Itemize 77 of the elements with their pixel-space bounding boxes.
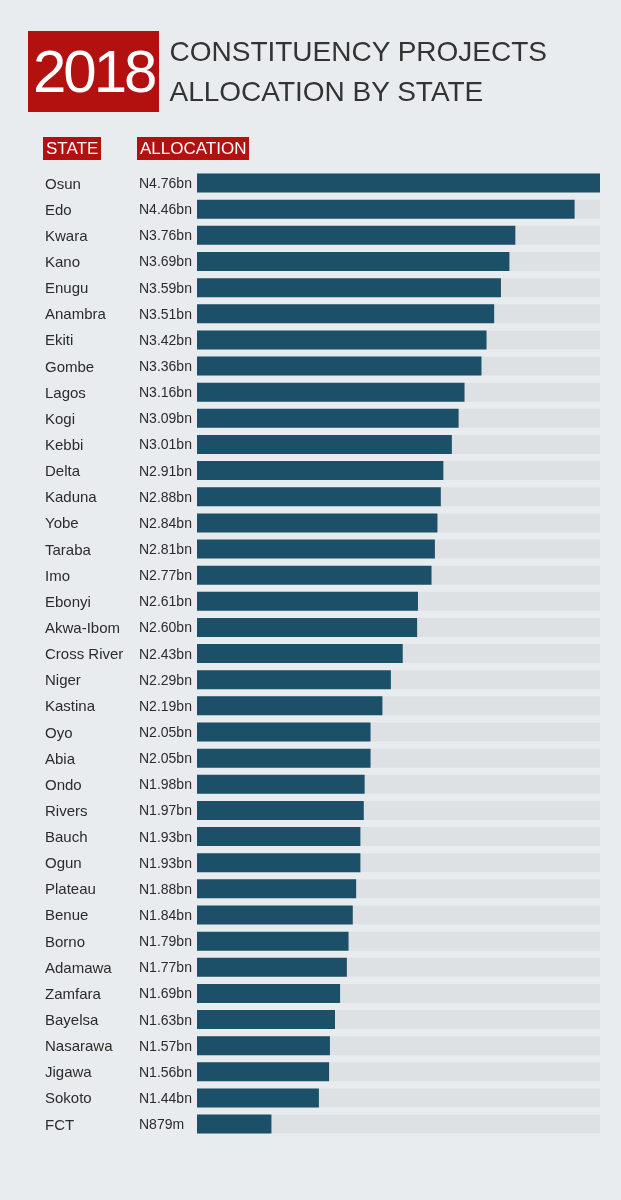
data-label: N2.84bn (139, 514, 192, 531)
data-label: N3.76bn (139, 227, 192, 244)
y-tick-label: Kwara (45, 226, 89, 244)
data-label: N1.93bn (139, 854, 192, 871)
y-tick-label: Ekiti (45, 331, 74, 349)
y-tick-label: Akwa-Ibom (45, 618, 121, 636)
y-tick-label: Yobe (45, 514, 79, 532)
data-label: N2.61bn (139, 593, 192, 610)
y-tick-label: Lagos (45, 383, 86, 401)
data-label: N2.60bn (139, 619, 192, 636)
data-label: N2.29bn (139, 671, 192, 688)
bar (197, 1114, 272, 1134)
data-label: N3.42bn (139, 331, 192, 348)
y-tick-label: Jigawa (45, 1063, 93, 1081)
y-tick-label: Imo (45, 566, 71, 584)
y-tick-label: Adamawa (45, 958, 113, 976)
data-label: N1.79bn (139, 933, 192, 950)
data-label: N1.56bn (139, 1063, 192, 1080)
y-tick-label: Osun (45, 174, 81, 192)
data-label: N2.43bn (139, 645, 192, 662)
y-tick-label: Sokoto (45, 1089, 92, 1107)
y-tick-label: Ebonyi (45, 592, 91, 610)
data-label: N3.51bn (139, 305, 192, 322)
data-label: N1.93bn (139, 828, 192, 845)
y-tick-label: Kano (45, 252, 81, 270)
y-tick-label: Bayelsa (45, 1011, 100, 1029)
y-tick-label: Nasarawa (45, 1037, 114, 1055)
data-label: N1.69bn (139, 985, 192, 1002)
y-tick-label: Kastina (45, 697, 96, 715)
data-label: N3.09bn (139, 410, 192, 427)
data-label: N1.63bn (139, 1011, 192, 1028)
y-tick-label: Gombe (45, 357, 95, 375)
data-label: N3.16bn (139, 384, 192, 401)
y-tick-label: Bauch (45, 828, 88, 846)
data-label: N1.84bn (139, 906, 192, 923)
y-tick-label: Borno (45, 932, 86, 950)
data-label: N1.44bn (139, 1089, 192, 1106)
data-label: N2.91bn (139, 462, 192, 479)
y-tick-label: Benue (45, 906, 89, 924)
y-tick-label: Kogi (45, 409, 76, 427)
data-label: N879m (139, 1116, 185, 1133)
y-tick-label: Edo (45, 200, 72, 218)
x-axis-title: ALLOCATION (137, 137, 250, 160)
data-label: N1.98bn (139, 776, 192, 793)
data-label: N2.77bn (139, 567, 192, 584)
data-label: N2.05bn (139, 750, 192, 767)
y-tick-label: Niger (45, 671, 81, 689)
y-tick-label: Rivers (45, 801, 88, 819)
data-label: N2.19bn (139, 697, 192, 714)
y-tick-label: Enugu (45, 279, 89, 297)
data-label: N4.76bn (139, 175, 192, 192)
y-tick-label: FCT (45, 1115, 75, 1133)
data-label: N1.97bn (139, 802, 192, 819)
y-tick-label: Delta (45, 462, 81, 480)
data-label: N3.69bn (139, 253, 192, 270)
y-tick-label: Ondo (45, 775, 82, 793)
data-label: N3.36bn (139, 358, 192, 375)
y-tick-label: Plateau (45, 880, 96, 898)
data-label: N4.46bn (139, 201, 192, 218)
y-tick-label: Kebbi (45, 435, 84, 453)
data-label: N2.88bn (139, 488, 192, 505)
data-label: N2.05bn (139, 724, 192, 741)
y-tick-label: Abia (45, 749, 76, 767)
y-tick-label: Zamfara (45, 984, 102, 1002)
data-label: N2.81bn (139, 541, 192, 558)
data-label: N1.77bn (139, 959, 192, 976)
y-tick-label: Anambra (45, 305, 107, 323)
data-label: N1.57bn (139, 1037, 192, 1054)
y-tick-label: Kaduna (45, 488, 98, 506)
y-axis-title: STATE (43, 137, 102, 160)
data-label: N1.88bn (139, 880, 192, 897)
data-label: N3.59bn (139, 279, 192, 296)
y-tick-label: Oyo (45, 723, 73, 741)
y-tick-label: Ogun (45, 854, 82, 872)
y-tick-label: Cross River (45, 645, 124, 663)
data-label: N3.01bn (139, 436, 192, 453)
y-tick-label: Taraba (45, 540, 92, 558)
